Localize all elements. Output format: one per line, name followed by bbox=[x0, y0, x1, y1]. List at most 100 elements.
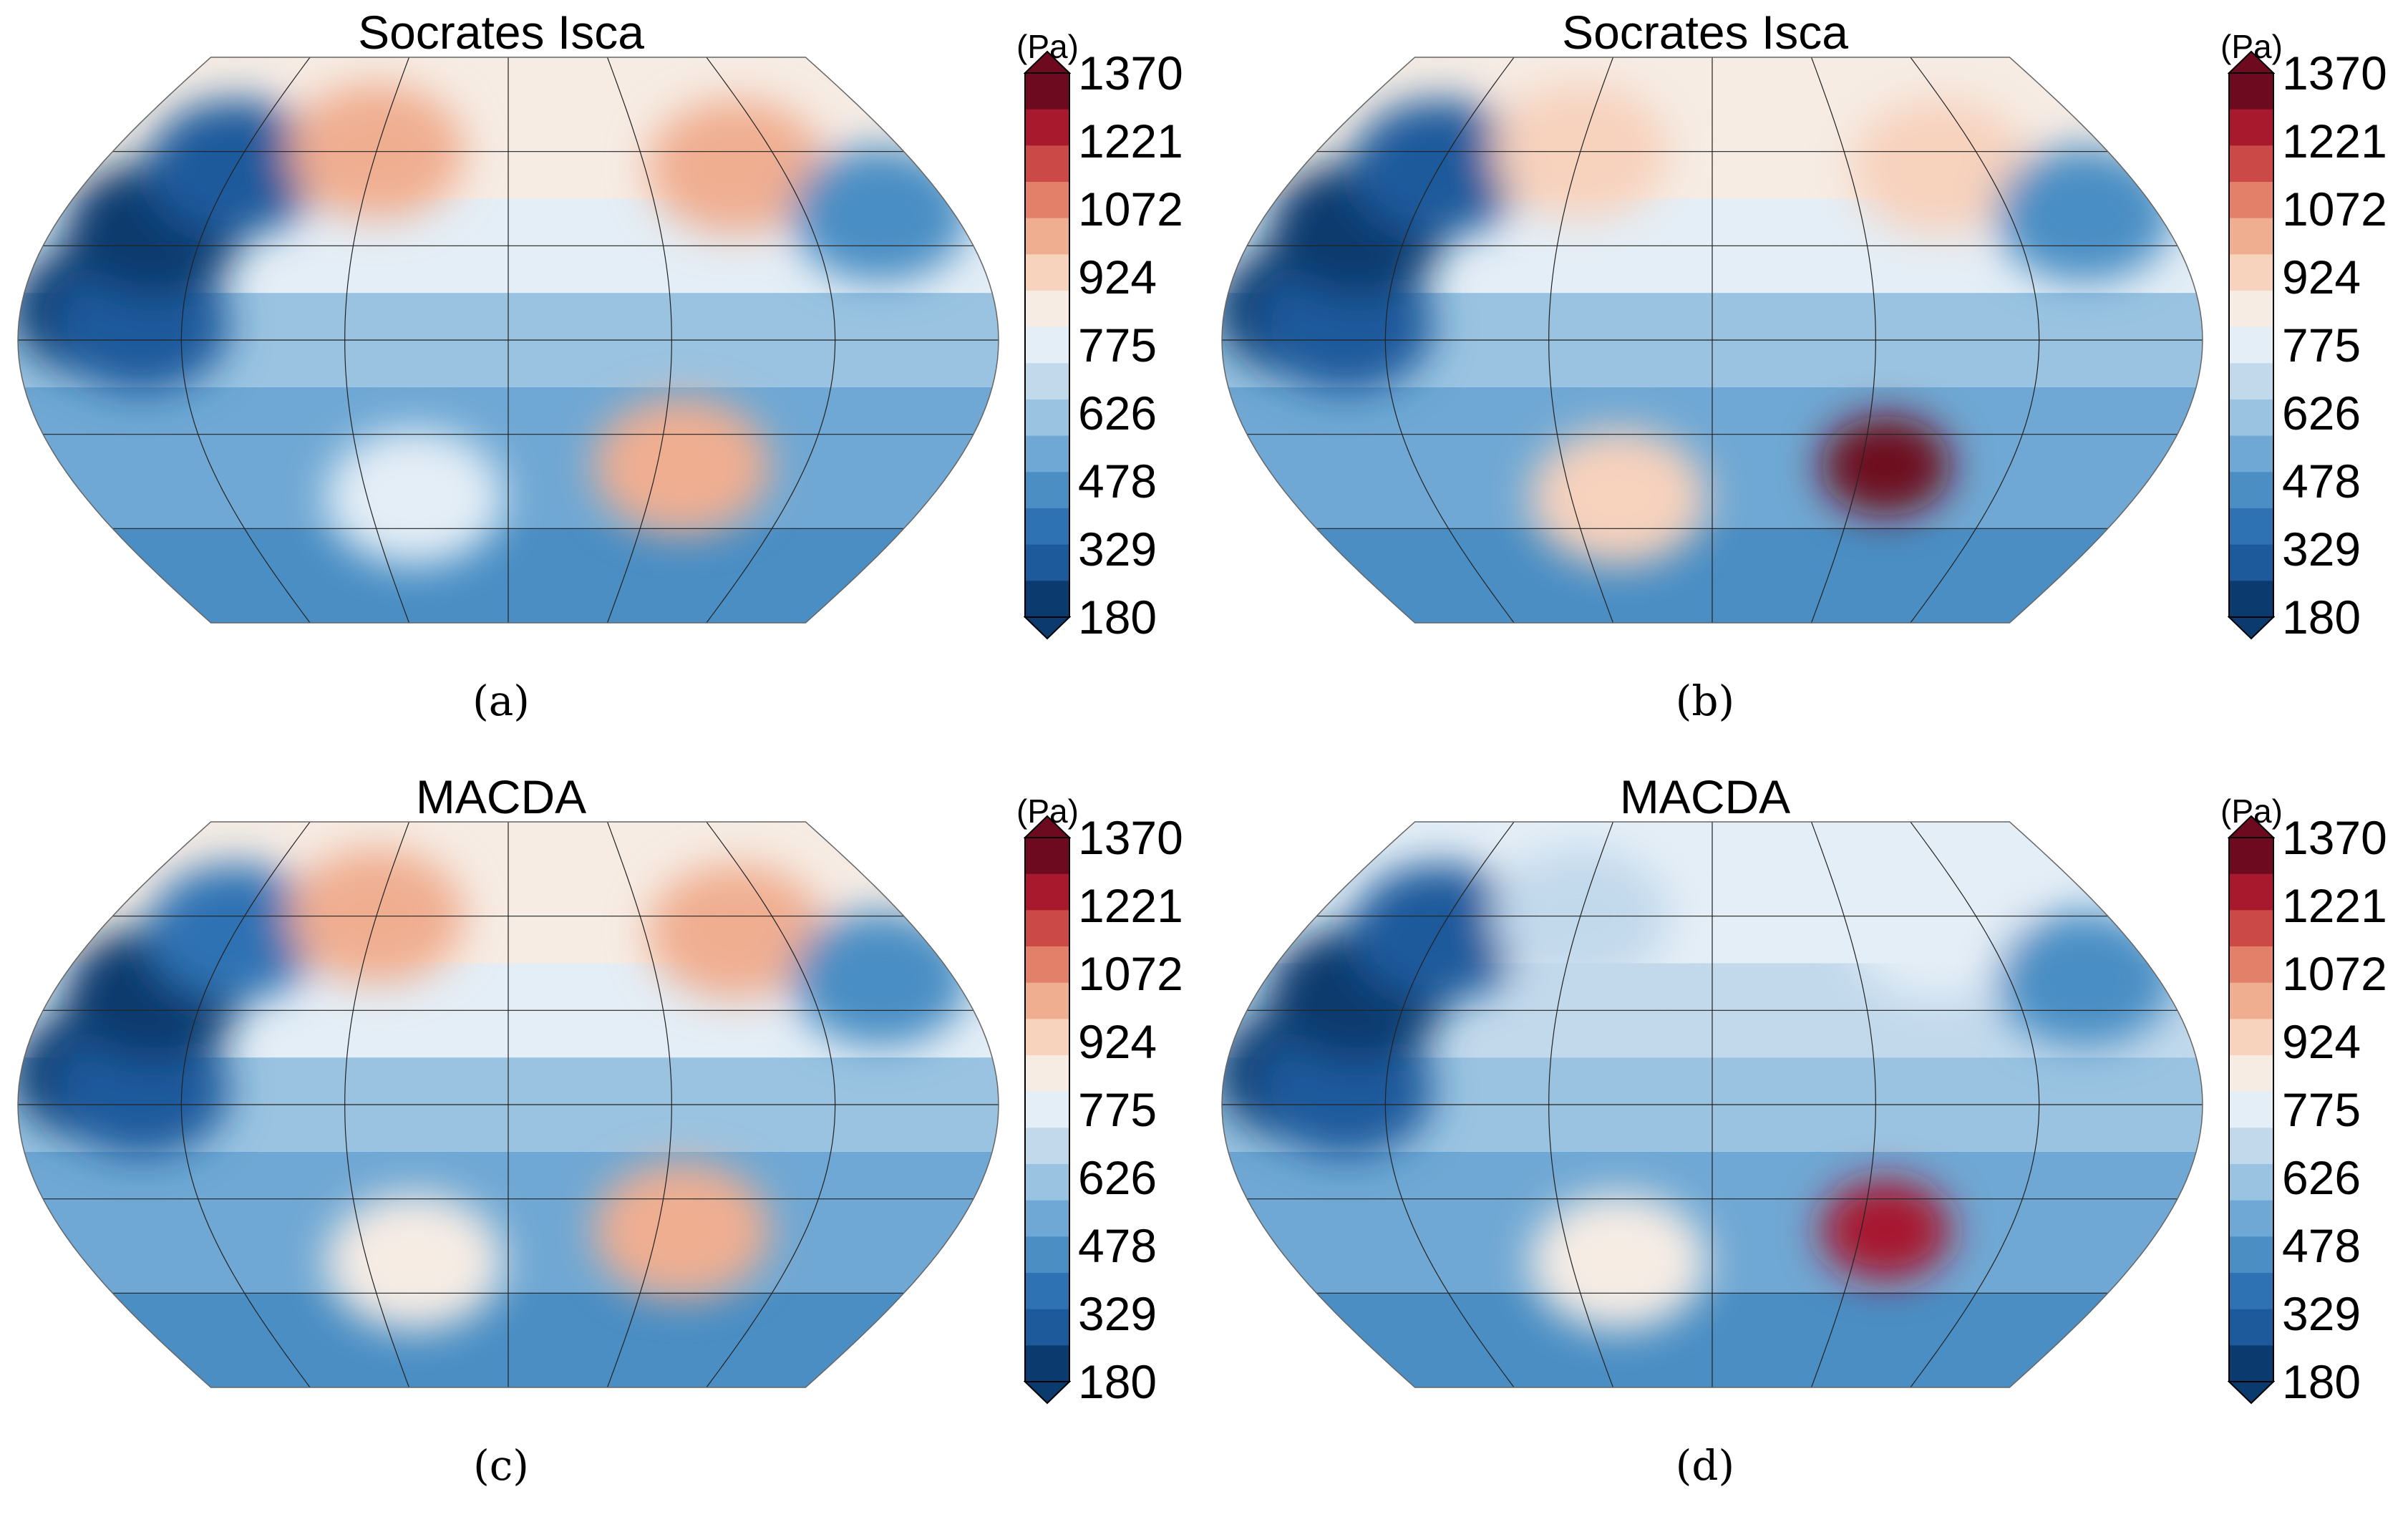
colorbar-tick-label: 626 bbox=[2282, 1151, 2361, 1204]
colorbar-tick-label: 329 bbox=[2282, 1287, 2361, 1340]
colorbar-segment bbox=[2229, 982, 2273, 1019]
colorbar-segment bbox=[2229, 1128, 2273, 1165]
longitude-line bbox=[606, 821, 672, 1388]
colorbar-extend-min bbox=[1024, 1381, 1071, 1405]
colorbar-segment bbox=[2229, 1236, 2273, 1274]
longitude-line bbox=[606, 57, 672, 624]
colorbar-segment bbox=[2229, 1091, 2273, 1128]
colorbar-segment bbox=[2229, 73, 2273, 110]
colorbar-tick-label: 1072 bbox=[2282, 183, 2387, 236]
colorbar-extend-max bbox=[2228, 815, 2275, 838]
colorbar-segment bbox=[1025, 435, 1069, 472]
colorbar-tick-label: 924 bbox=[1078, 1015, 1157, 1068]
colorbar-tick-label: 478 bbox=[1078, 1219, 1157, 1272]
colorbar-extend-min bbox=[1024, 616, 1071, 640]
panel-caption: (c) bbox=[473, 1441, 529, 1490]
colorbar-tick-label: 924 bbox=[2282, 251, 2361, 304]
colorbar-extend-max bbox=[2228, 50, 2275, 74]
colorbar-tick-label: 775 bbox=[1078, 319, 1157, 372]
panel-a: Socrates Isca (Pa) 1370 1221 1072 924 775 626 47… bbox=[0, 0, 1204, 757]
colorbar-segment bbox=[2229, 1164, 2273, 1201]
colorbar-segment bbox=[2229, 946, 2273, 984]
colorbar-segment bbox=[1025, 946, 1069, 984]
colorbar-segment bbox=[1025, 838, 1069, 875]
colorbar-segment bbox=[2229, 1345, 2273, 1382]
colorbar-segment bbox=[2229, 435, 2273, 472]
pressure-feature bbox=[1996, 911, 2173, 1047]
panel-caption: (a) bbox=[472, 677, 530, 725]
colorbar-extend-min bbox=[2228, 1381, 2275, 1405]
pressure-feature bbox=[1820, 1180, 1951, 1281]
colorbar-segment bbox=[1025, 218, 1069, 255]
map-outline bbox=[17, 57, 999, 624]
colorbar-segment bbox=[2229, 1200, 2273, 1237]
colorbar-segment bbox=[2229, 838, 2273, 875]
colorbar-tick-label: 626 bbox=[2282, 387, 2361, 440]
longitude-line bbox=[1548, 821, 1614, 1388]
colorbar-tick-label: 1072 bbox=[2282, 947, 2387, 1000]
colorbar-segment bbox=[1025, 544, 1069, 581]
colorbar-tick-label: 1370 bbox=[2282, 811, 2387, 864]
colorbar-tick-label: 775 bbox=[1078, 1083, 1157, 1136]
colorbar-segment bbox=[2229, 910, 2273, 947]
colorbar-segment bbox=[2229, 254, 2273, 291]
pressure-feature bbox=[1996, 146, 2173, 283]
longitude-line bbox=[1384, 57, 1515, 624]
colorbar-tick-label: 478 bbox=[2282, 455, 2361, 508]
panel-c: MACDA (Pa) 1370 1221 1072 924 775 626 478 329 180(… bbox=[0, 765, 1204, 1522]
colorbar-tick-label: 478 bbox=[1078, 455, 1157, 508]
colorbar-tick-label: 1370 bbox=[1078, 811, 1183, 864]
map-plot bbox=[1221, 821, 2203, 1388]
colorbar-segment bbox=[1025, 910, 1069, 947]
colorbar-segment bbox=[2229, 109, 2273, 146]
colorbar-segment bbox=[1025, 254, 1069, 291]
pressure-feature bbox=[593, 1162, 771, 1299]
colorbar-extend-min bbox=[2228, 616, 2275, 640]
pressure-feature bbox=[647, 863, 825, 1000]
longitude-line bbox=[1910, 821, 2040, 1388]
colorbar-segment bbox=[1025, 1309, 1069, 1346]
colorbar-tick-label: 775 bbox=[2282, 319, 2361, 372]
pressure-feature bbox=[1820, 415, 1951, 516]
map-outline bbox=[1221, 57, 2203, 624]
panel-d: MACDA (Pa) 1370 1221 1072 924 775 626 478 329 180(… bbox=[1204, 765, 2408, 1522]
colorbar-segment bbox=[1025, 873, 1069, 911]
colorbar-segment bbox=[2229, 1273, 2273, 1310]
colorbar-extend-max bbox=[1024, 815, 1071, 838]
colorbar-extend-max bbox=[1024, 50, 1071, 74]
colorbar-tick-label: 329 bbox=[1078, 1287, 1157, 1340]
panel-caption: (b) bbox=[1675, 677, 1735, 725]
longitude-line bbox=[180, 57, 311, 624]
colorbar-segment bbox=[2229, 399, 2273, 437]
panel-title: Socrates Isca bbox=[1562, 6, 1848, 59]
colorbar-segment bbox=[1025, 1055, 1069, 1092]
colorbar-segment bbox=[1025, 1164, 1069, 1201]
colorbar-tick-label: 924 bbox=[1078, 251, 1157, 304]
colorbar-segment bbox=[2229, 291, 2273, 328]
longitude-line bbox=[180, 821, 311, 1388]
colorbar-tick-label: 329 bbox=[2282, 523, 2361, 576]
colorbar-segment bbox=[1025, 291, 1069, 328]
colorbar-segment bbox=[1025, 182, 1069, 219]
pressure-feature bbox=[593, 397, 771, 534]
colorbar-tick-label: 180 bbox=[2282, 1355, 2361, 1408]
colorbar-segment bbox=[1025, 982, 1069, 1019]
longitude-line bbox=[1384, 821, 1515, 1388]
colorbar-segment bbox=[1025, 1019, 1069, 1056]
pressure-feature bbox=[647, 99, 825, 236]
colorbar-segment bbox=[1025, 145, 1069, 183]
colorbar-tick-label: 180 bbox=[2282, 591, 2361, 644]
colorbar bbox=[2228, 50, 2275, 640]
colorbar-segment bbox=[2229, 363, 2273, 400]
colorbar-segment bbox=[2229, 508, 2273, 546]
longitude-line bbox=[706, 821, 836, 1388]
map-plot bbox=[17, 821, 999, 1388]
colorbar-tick-label: 1221 bbox=[1078, 115, 1183, 168]
colorbar-segment bbox=[1025, 1236, 1069, 1274]
colorbar-tick-label: 924 bbox=[2282, 1015, 2361, 1068]
colorbar-segment bbox=[2229, 145, 2273, 183]
colorbar-segment bbox=[2229, 1309, 2273, 1346]
colorbar-segment bbox=[1025, 472, 1069, 509]
map-outline bbox=[17, 821, 999, 1388]
colorbar-tick-label: 478 bbox=[2282, 1219, 2361, 1272]
